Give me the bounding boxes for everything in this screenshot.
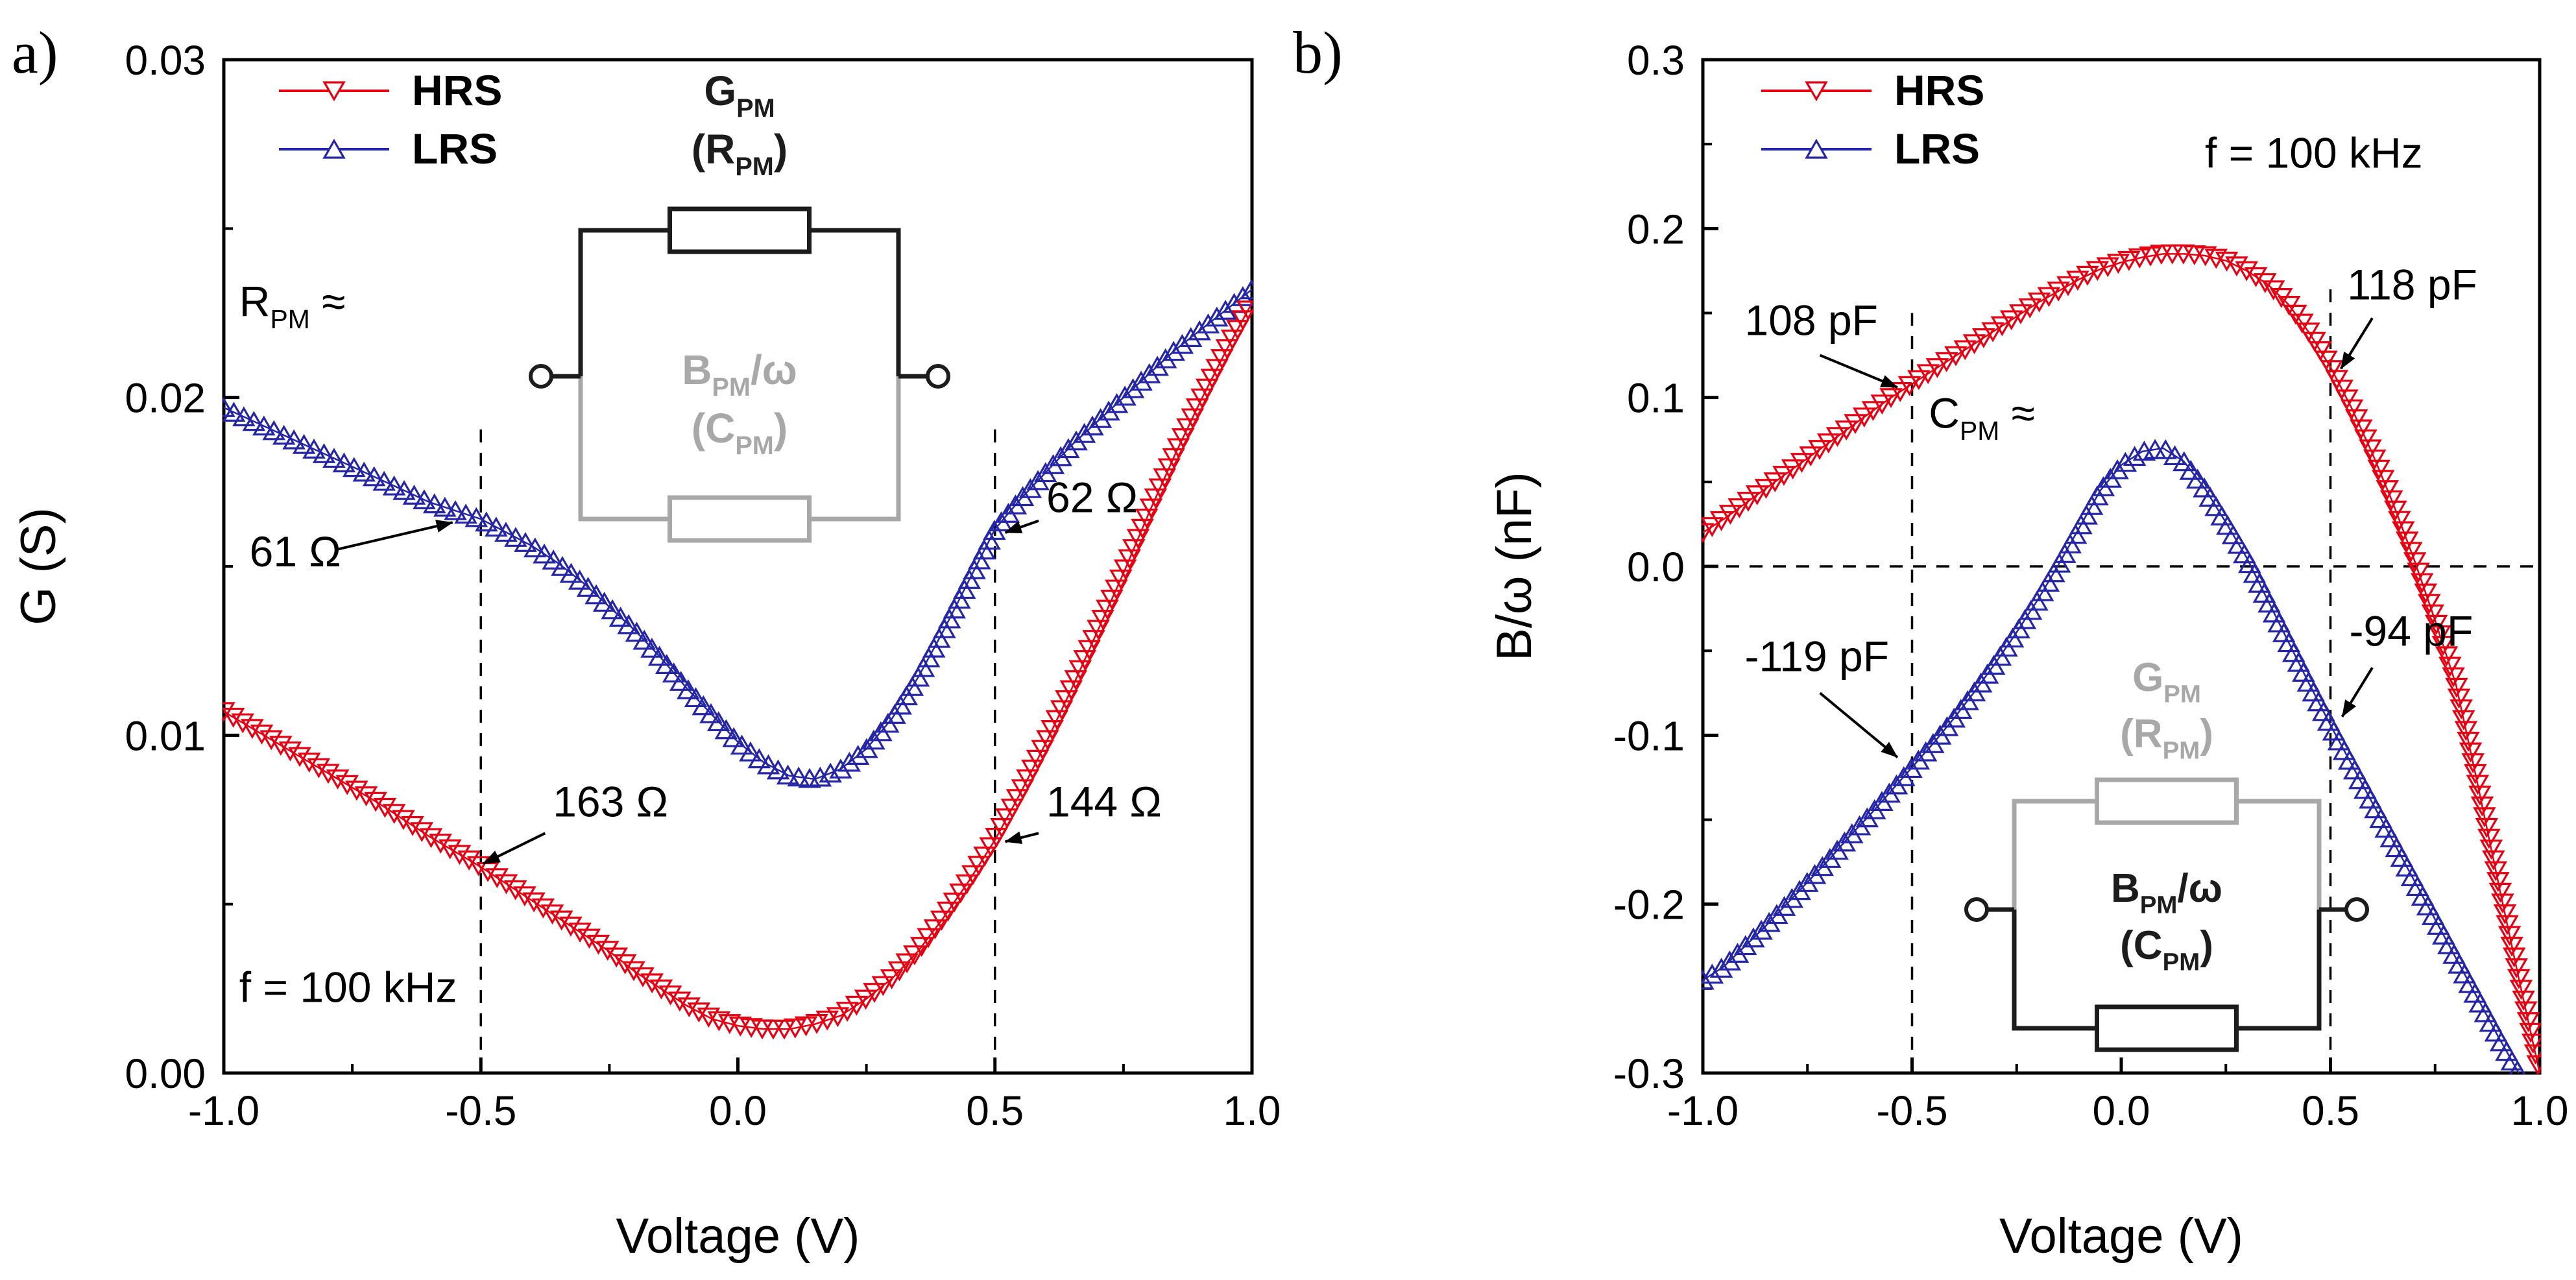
svg-text:108 pF: 108 pF xyxy=(1745,296,1878,344)
svg-text:a): a) xyxy=(12,19,58,86)
svg-text:RPM ≈: RPM ≈ xyxy=(239,278,346,334)
svg-text:0.2: 0.2 xyxy=(1627,206,1685,252)
svg-text:0.5: 0.5 xyxy=(966,1087,1024,1134)
svg-text:GPM: GPM xyxy=(704,67,775,123)
svg-text:-0.2: -0.2 xyxy=(1613,882,1685,928)
svg-text:0.00: 0.00 xyxy=(125,1050,206,1097)
svg-text:-0.3: -0.3 xyxy=(1613,1050,1685,1097)
svg-text:144 Ω: 144 Ω xyxy=(1046,777,1162,825)
svg-text:Voltage (V): Voltage (V) xyxy=(616,1209,860,1264)
svg-text:BPM/ω: BPM/ω xyxy=(682,346,797,402)
svg-text:0.02: 0.02 xyxy=(125,375,206,422)
svg-text:(CPM): (CPM) xyxy=(2120,923,2213,976)
svg-text:0.5: 0.5 xyxy=(2302,1087,2359,1134)
svg-text:-94 pF: -94 pF xyxy=(2350,607,2474,655)
svg-text:(RPM): (RPM) xyxy=(692,126,788,181)
svg-text:0.1: 0.1 xyxy=(1627,375,1685,422)
svg-text:0.0: 0.0 xyxy=(2093,1087,2150,1134)
series-lrs-markers-a xyxy=(223,279,1253,788)
svg-text:-0.1: -0.1 xyxy=(1613,712,1685,759)
series-hrs-markers-b xyxy=(1702,244,2541,1074)
svg-text:LRS: LRS xyxy=(1894,125,1980,173)
svg-text:LRS: LRS xyxy=(412,125,498,173)
svg-text:1.0: 1.0 xyxy=(1223,1087,1281,1134)
svg-text:163 Ω: 163 Ω xyxy=(553,777,668,825)
svg-text:62 Ω: 62 Ω xyxy=(1046,474,1138,522)
series-hrs-markers-a xyxy=(223,300,1253,1040)
panel-a-chart: -1.0 -0.5 0.0 0.5 1.0 0.00 0.01 0.02 0.03 Voltage… xyxy=(11,19,1281,1264)
svg-text:Voltage (V): Voltage (V) xyxy=(1999,1209,2243,1264)
svg-text:0.01: 0.01 xyxy=(125,712,206,759)
svg-text:61 Ω: 61 Ω xyxy=(250,527,341,575)
svg-text:GPM: GPM xyxy=(2132,655,2201,708)
svg-text:HRS: HRS xyxy=(1894,66,1984,114)
svg-text:CPM ≈: CPM ≈ xyxy=(1929,389,2035,446)
panel-b-chart: -1.0 -0.5 0.0 0.5 1.0 -0.3 -0.2 -0.1 0.0 0.1 0.2 0.… xyxy=(1293,19,2569,1264)
panel-b: -1.0 -0.5 0.0 0.5 1.0 -0.3 -0.2 -0.1 0.0 0.1 0.2 0.… xyxy=(1288,0,2576,1280)
svg-text:0.0: 0.0 xyxy=(1627,544,1685,590)
svg-text:b): b) xyxy=(1293,19,1343,86)
svg-text:B/ω (nF): B/ω (nF) xyxy=(1487,472,1542,661)
svg-text:118 pF: 118 pF xyxy=(2347,261,2477,309)
svg-text:1.0: 1.0 xyxy=(2511,1087,2569,1134)
svg-text:G (S): G (S) xyxy=(11,507,66,625)
svg-text:-119 pF: -119 pF xyxy=(1745,632,1890,680)
svg-text:(CPM): (CPM) xyxy=(692,405,788,460)
circuit-inset-b: GPM(RPM) BPM/ω(CPM) xyxy=(1964,655,2369,1052)
svg-text:-1.0: -1.0 xyxy=(188,1087,259,1134)
svg-text:0.03: 0.03 xyxy=(125,37,206,84)
svg-text:-0.5: -0.5 xyxy=(445,1087,516,1134)
svg-text:(RPM): (RPM) xyxy=(2120,712,2213,764)
svg-text:0.0: 0.0 xyxy=(709,1087,767,1134)
svg-text:f = 100 kHz: f = 100 kHz xyxy=(2205,129,2423,177)
series-lrs-markers-b xyxy=(1702,439,2526,1074)
svg-text:HRS: HRS xyxy=(412,66,502,114)
svg-text:BPM/ω: BPM/ω xyxy=(2111,866,2222,919)
svg-text:-0.5: -0.5 xyxy=(1876,1087,1947,1134)
circuit-inset-a: GPM(RPM) BPM/ω(CPM) xyxy=(529,67,950,543)
panel-a: -1.0 -0.5 0.0 0.5 1.0 0.00 0.01 0.02 0.03 Voltage… xyxy=(11,19,1281,1264)
svg-text:0.3: 0.3 xyxy=(1627,37,1685,84)
svg-text:-1.0: -1.0 xyxy=(1667,1087,1739,1134)
svg-text:f = 100 kHz: f = 100 kHz xyxy=(239,963,457,1011)
